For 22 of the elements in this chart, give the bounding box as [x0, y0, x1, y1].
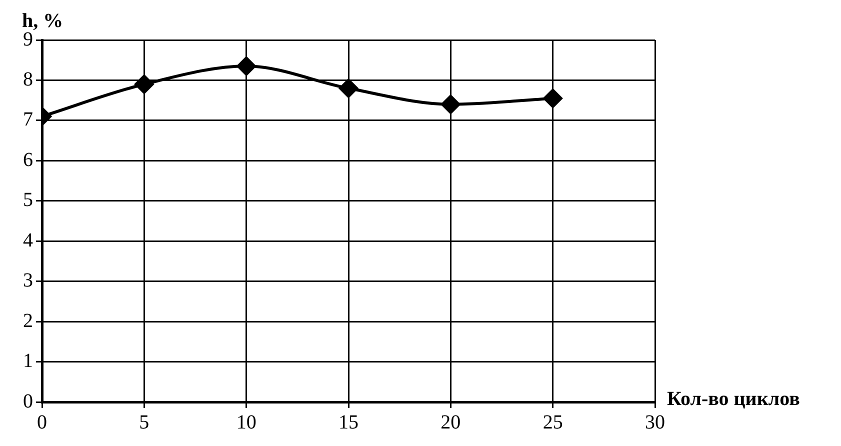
x-axis-title: Кол-во циклов: [667, 388, 800, 410]
x-tick-label: 15: [338, 411, 358, 434]
y-tick-label: 2: [23, 310, 33, 332]
y-tick-label: 6: [23, 148, 33, 171]
y-tick-label: 0: [23, 390, 33, 412]
x-tick-label: 20: [440, 411, 461, 434]
y-tick-label: 8: [23, 68, 33, 90]
point: [339, 78, 358, 98]
y-tick-label: 1: [23, 350, 33, 372]
x-tick-label: 10: [236, 411, 256, 434]
x-tick-label: 30: [645, 411, 665, 434]
x-tick-label: 5: [139, 411, 150, 434]
point: [441, 94, 460, 114]
point: [236, 56, 256, 76]
x-tick-label: 0: [37, 411, 47, 434]
y-tick-label: 4: [23, 229, 33, 252]
y-tick-label: 5: [23, 189, 33, 212]
x-tick-label: 25: [542, 411, 563, 434]
y-tick-label: 3: [23, 270, 33, 292]
point: [543, 88, 562, 108]
point: [134, 74, 154, 94]
y-tick-label: 7: [23, 108, 33, 131]
